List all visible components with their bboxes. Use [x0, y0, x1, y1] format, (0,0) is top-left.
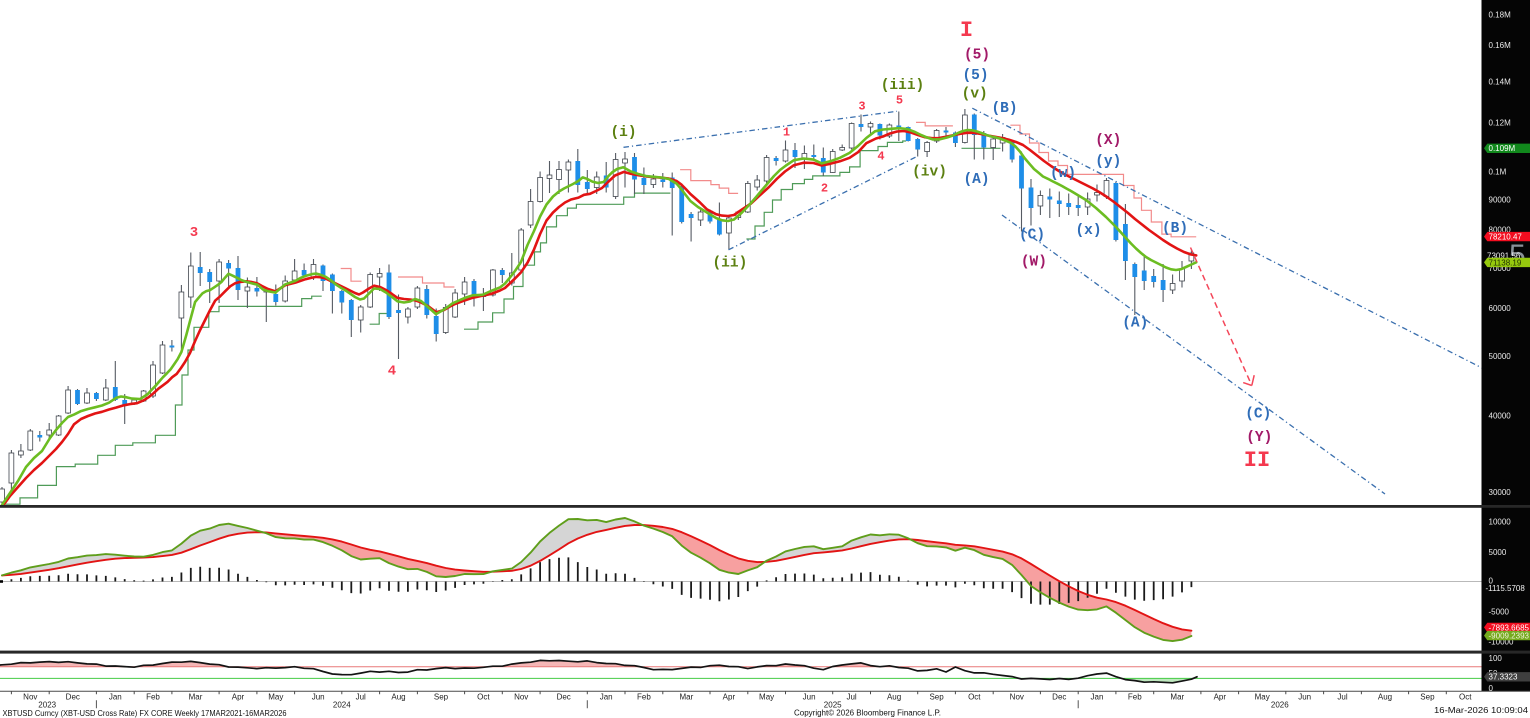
- svg-text:Jul: Jul: [356, 693, 366, 702]
- svg-text:0: 0: [1489, 684, 1494, 693]
- svg-text:Jul: Jul: [1337, 693, 1347, 702]
- svg-text:70000: 70000: [1489, 264, 1512, 273]
- svg-text:(w): (w): [1050, 166, 1076, 182]
- svg-text:II: II: [1244, 448, 1270, 473]
- svg-text:(x): (x): [1075, 223, 1101, 239]
- svg-text:3: 3: [858, 99, 865, 113]
- svg-text:Jan: Jan: [1091, 693, 1104, 702]
- svg-text:(i): (i): [610, 125, 636, 141]
- svg-text:73091.56: 73091.56: [1487, 251, 1521, 260]
- svg-text:1: 1: [783, 125, 790, 139]
- svg-text:(A): (A): [963, 172, 989, 188]
- svg-text:Feb: Feb: [637, 693, 651, 702]
- svg-text:0.16M: 0.16M: [1489, 41, 1512, 50]
- svg-text:Mar: Mar: [1170, 693, 1184, 702]
- svg-text:(iv): (iv): [912, 165, 947, 181]
- svg-text:10000: 10000: [1489, 518, 1512, 527]
- svg-text:Dec: Dec: [557, 693, 571, 702]
- svg-text:(5): (5): [962, 68, 988, 84]
- svg-text:50000: 50000: [1489, 352, 1512, 361]
- svg-text:Jan: Jan: [600, 693, 613, 702]
- svg-text:90000: 90000: [1489, 195, 1512, 204]
- svg-text:2025: 2025: [824, 701, 842, 710]
- svg-text:0.18M: 0.18M: [1489, 10, 1512, 19]
- svg-text:(ii): (ii): [712, 256, 747, 272]
- svg-text:Jul: Jul: [846, 693, 856, 702]
- svg-text:Copyright© 2026 Bloomberg Fina: Copyright© 2026 Bloomberg Finance L.P.: [794, 709, 941, 718]
- svg-text:Feb: Feb: [146, 693, 160, 702]
- svg-text:0.1M: 0.1M: [1489, 167, 1507, 176]
- svg-text:2: 2: [821, 181, 828, 195]
- svg-text:4: 4: [877, 149, 884, 163]
- svg-text:Sep: Sep: [434, 693, 449, 702]
- svg-text:-5000: -5000: [1489, 608, 1510, 617]
- svg-text:Aug: Aug: [1378, 693, 1392, 702]
- svg-text:(B): (B): [1162, 221, 1188, 237]
- svg-text:Apr: Apr: [723, 693, 736, 702]
- svg-text:80000: 80000: [1489, 225, 1512, 234]
- svg-text:Aug: Aug: [391, 693, 405, 702]
- svg-text:Oct: Oct: [1459, 693, 1472, 702]
- svg-text:Mar: Mar: [189, 693, 203, 702]
- svg-text:(C): (C): [1019, 228, 1045, 244]
- svg-text:Nov: Nov: [23, 693, 37, 702]
- svg-text:Apr: Apr: [1214, 693, 1227, 702]
- svg-text:2026: 2026: [1271, 701, 1289, 710]
- svg-text:5: 5: [896, 93, 903, 107]
- svg-text:Mar: Mar: [680, 693, 694, 702]
- svg-text:5000: 5000: [1489, 548, 1507, 557]
- svg-text:(B): (B): [991, 101, 1017, 117]
- svg-text:0: 0: [1489, 577, 1494, 586]
- svg-text:(W): (W): [1021, 255, 1047, 271]
- svg-text:4: 4: [388, 364, 396, 380]
- svg-text:I: I: [960, 18, 973, 43]
- svg-text:16-Mar-2026 10:09:04: 16-Mar-2026 10:09:04: [1434, 706, 1529, 715]
- svg-text:37.3323: 37.3323: [1489, 673, 1518, 682]
- svg-text:Jun: Jun: [312, 693, 325, 702]
- svg-text:(Y): (Y): [1246, 430, 1272, 446]
- svg-text:40000: 40000: [1489, 412, 1512, 421]
- svg-text:Jun: Jun: [803, 693, 816, 702]
- svg-text:3: 3: [190, 225, 198, 241]
- svg-text:Nov: Nov: [514, 693, 528, 702]
- svg-text:XBTUSD Curncy (XBT-USD Cross R: XBTUSD Curncy (XBT-USD Cross Rate) FX CO…: [3, 709, 288, 718]
- svg-text:(C): (C): [1245, 407, 1271, 423]
- svg-text:Jan: Jan: [109, 693, 122, 702]
- svg-text:2024: 2024: [333, 701, 351, 710]
- svg-text:100: 100: [1489, 654, 1503, 663]
- svg-text:Apr: Apr: [232, 693, 245, 702]
- svg-text:Dec: Dec: [1052, 693, 1066, 702]
- svg-text:Nov: Nov: [1010, 693, 1024, 702]
- svg-text:May: May: [268, 693, 283, 702]
- svg-text:(y): (y): [1095, 154, 1121, 170]
- svg-text:30000: 30000: [1489, 488, 1512, 497]
- svg-text:0.14M: 0.14M: [1489, 77, 1512, 86]
- svg-text:May: May: [1255, 693, 1270, 702]
- svg-text:Oct: Oct: [968, 693, 981, 702]
- svg-text:Dec: Dec: [66, 693, 80, 702]
- svg-text:(5): (5): [964, 48, 990, 64]
- svg-text:-1115.5708: -1115.5708: [1486, 584, 1526, 593]
- svg-text:Feb: Feb: [1128, 693, 1142, 702]
- svg-text:May: May: [759, 693, 774, 702]
- svg-text:(v): (v): [962, 87, 988, 103]
- svg-text:-7893.6685: -7893.6685: [1489, 623, 1530, 632]
- svg-text:-9009.2393: -9009.2393: [1489, 632, 1530, 641]
- svg-text:0.12M: 0.12M: [1489, 118, 1512, 127]
- svg-text:Jun: Jun: [1298, 693, 1311, 702]
- svg-text:78210.47: 78210.47: [1489, 233, 1523, 242]
- svg-text:(A): (A): [1122, 316, 1148, 332]
- svg-text:71138.19: 71138.19: [1489, 258, 1522, 267]
- svg-text:Sep: Sep: [929, 693, 944, 702]
- svg-text:0.109M: 0.109M: [1489, 144, 1516, 153]
- svg-text:Sep: Sep: [1420, 693, 1435, 702]
- svg-text:Aug: Aug: [887, 693, 901, 702]
- svg-text:Oct: Oct: [477, 693, 490, 702]
- svg-text:(iii): (iii): [881, 78, 925, 94]
- svg-text:-10000: -10000: [1489, 638, 1514, 647]
- svg-text:2023: 2023: [38, 701, 56, 710]
- svg-text:60000: 60000: [1489, 304, 1512, 313]
- svg-text:(X): (X): [1095, 133, 1121, 149]
